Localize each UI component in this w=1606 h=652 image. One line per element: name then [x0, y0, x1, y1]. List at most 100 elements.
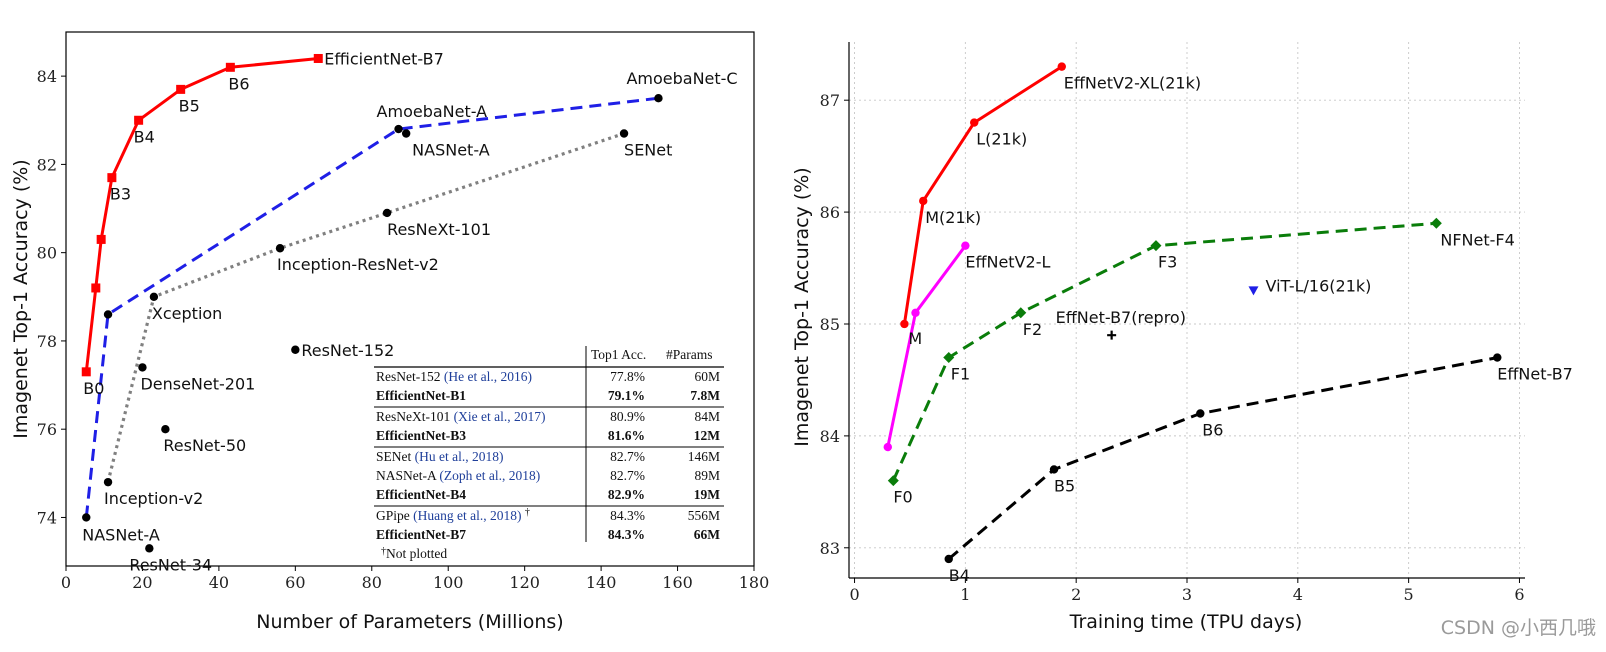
left-data-point [134, 115, 144, 125]
right-data-point [943, 352, 955, 364]
right-data-point [1150, 240, 1162, 252]
table-cell-model: EfficientNet-B1 [376, 388, 466, 403]
svg-text:ResNeXt-101 (Xie et al., 2017): ResNeXt-101 (Xie et al., 2017) [376, 409, 545, 424]
left-plot-frame [65, 31, 755, 567]
left-x-tick-label: 160 [662, 573, 693, 592]
comparison-table: Top1 Acc. #Params ResNet-152 (He et al.,… [374, 346, 724, 561]
right-x-tick-label: 4 [1293, 585, 1303, 604]
right-data-point [919, 196, 928, 206]
right-point-label: F0 [893, 488, 912, 507]
right-x-tick-label: 5 [1404, 585, 1414, 604]
right-data-point [944, 554, 953, 564]
left-series-line-2 [106, 131, 625, 483]
svg-text:GPipe (Huang et al., 2018) †: GPipe (Huang et al., 2018) † [376, 507, 530, 523]
left-data-point [275, 244, 285, 253]
left-y-tick-label: 76 [37, 420, 57, 439]
svg-text:SENet (Hu et al., 2018): SENet (Hu et al., 2018) [376, 449, 503, 464]
right-gridlines [849, 42, 1525, 578]
table-row: ResNet-152 (He et al., 2016) 77.8% 60M [376, 369, 720, 384]
left-point-label: ResNet-34 [129, 555, 212, 574]
left-x-axis-label: Number of Parameters (Millions) [256, 611, 563, 633]
left-data-point [654, 93, 663, 103]
left-y-axis-label: Imagenet Top-1 Accuracy (%) [10, 159, 32, 438]
left-data-point [91, 283, 101, 293]
left-data-point [81, 367, 91, 377]
left-point-label: ResNet-50 [163, 436, 246, 455]
right-data-point [970, 118, 979, 127]
table-cell-citation: (Xie et al., 2017) [454, 409, 546, 424]
table-cell-model: NASNet-A [376, 468, 437, 483]
left-data-points [81, 53, 663, 553]
right-point-label: M(21k) [925, 208, 981, 227]
table-cell-model: ResNeXt-101 [376, 409, 450, 424]
right-series-line-3 [947, 356, 1498, 561]
left-point-label: ResNeXt-101 [387, 220, 491, 239]
right-point-label: F1 [951, 365, 970, 384]
left-x-tick-label: 40 [209, 573, 229, 592]
left-y-tick-label: 74 [37, 508, 57, 527]
left-data-point [291, 345, 300, 354]
table-row: NASNet-A (Zoph et al., 2018) 82.7% 89M [376, 468, 720, 483]
table-cell-model: GPipe [376, 508, 410, 523]
left-point-label: SENet [624, 141, 672, 160]
table-cell-citation: (Zoph et al., 2018) [439, 468, 540, 483]
left-data-point [149, 292, 159, 301]
left-point-label: Xception [152, 304, 222, 323]
table-cell-params: 146M [688, 449, 720, 464]
table-cell-model: SENet [376, 449, 411, 464]
right-point-label: EffNetV2-XL(21k) [1064, 74, 1201, 93]
right-x-tick-label: 3 [1182, 585, 1192, 604]
right-data-point [900, 319, 909, 329]
table-row: SENet (Hu et al., 2018) 82.7% 146M [376, 449, 720, 464]
left-y-tick-label: 78 [37, 332, 57, 351]
svg-text:†Not plotted: †Not plotted [381, 546, 447, 561]
left-x-tick-label: 120 [509, 573, 540, 592]
table-cell-acc: 79.1% [608, 388, 645, 403]
table-cell-model: ResNet-152 [376, 369, 441, 384]
left-data-point [225, 62, 235, 72]
right-point-label: F3 [1158, 253, 1177, 272]
watermark-text: CSDN @小西几哦 [1441, 617, 1596, 639]
right-y-axis-label: Imagenet Top-1 Accuracy (%) [791, 167, 813, 446]
right-data-point [1015, 307, 1027, 319]
table-cell-acc: 77.8% [610, 369, 645, 384]
right-point-label: EffNet-B7 [1497, 365, 1573, 384]
left-point-label: Inception-v2 [104, 489, 203, 508]
right-y-tick-label: 84 [820, 427, 840, 446]
right-data-points [883, 62, 1502, 564]
right-point-labels: M M(21k) L(21k) EffNetV2-XL(21k) EffNetV2-L F… [893, 74, 1573, 585]
left-point-label: B5 [179, 96, 200, 115]
right-x-tick-label: 2 [1071, 585, 1081, 604]
left-data-point [161, 424, 170, 434]
left-point-labels: B0 B3 B4 B5 B6 EfficientNet-B7 NASNet-A AmoebaN… [82, 49, 737, 574]
table-cell-model: EfficientNet-B4 [376, 487, 466, 502]
right-data-point [1196, 409, 1205, 418]
left-point-label: B3 [110, 185, 131, 204]
table-cell-citation: (Hu et al., 2018) [415, 449, 504, 464]
right-point-label: F2 [1023, 320, 1042, 339]
right-series-line-1 [886, 244, 967, 448]
table-cell-params: 66M [694, 527, 721, 542]
table-cell-params: 12M [694, 428, 721, 443]
right-data-point [1430, 217, 1442, 229]
svg-text:ResNet-152 (He et al., 2016): ResNet-152 (He et al., 2016) [376, 369, 532, 384]
left-x-tick-label: 100 [433, 573, 464, 592]
left-point-label: DenseNet-201 [140, 374, 255, 393]
right-point-label: EffNet-B7(repro) [1056, 308, 1186, 327]
right-data-point [1248, 286, 1259, 296]
svg-text:NASNet-A (Zoph et al., 2018): NASNet-A (Zoph et al., 2018) [376, 468, 540, 483]
table-row: EfficientNet-B7 84.3% 66M [376, 527, 720, 542]
right-point-label: B4 [949, 566, 970, 585]
left-y-tick-label: 80 [37, 244, 57, 263]
right-point-label: NFNet-F4 [1440, 230, 1514, 249]
right-data-point [1107, 330, 1117, 340]
table-cell-params: 556M [688, 508, 720, 523]
table-cell-model: EfficientNet-B3 [376, 428, 466, 443]
left-point-label: EfficientNet-B7 [324, 49, 444, 68]
table-cell-acc: 80.9% [610, 409, 645, 424]
left-x-tick-label: 140 [586, 573, 617, 592]
table-row: GPipe (Huang et al., 2018) † 84.3% 556M [376, 507, 720, 523]
left-point-label: B4 [134, 127, 155, 146]
